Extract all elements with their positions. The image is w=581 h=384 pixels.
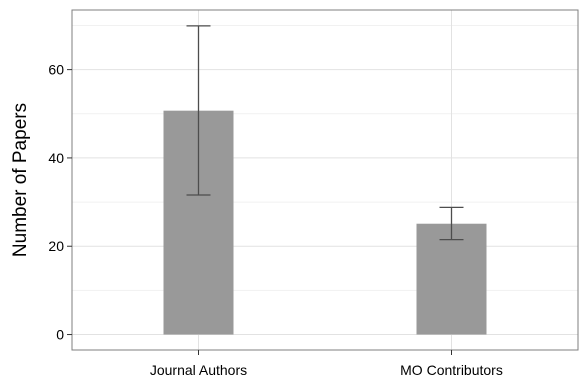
y-tick-label: 60 [48,62,64,78]
y-tick-label: 20 [48,238,64,254]
y-tick-label: 40 [48,150,64,166]
y-axis-title: Number of Papers [10,103,31,257]
error-bar [186,25,211,196]
x-tick-label: Journal Authors [150,362,247,378]
error-bar [439,206,464,241]
panel-border [71,9,579,351]
bar [416,223,487,335]
error-bars [186,25,464,241]
y-tick-label: 0 [56,327,64,343]
x-tick-label: MO Contributors [400,362,503,378]
axes: 0 20 40 60 Journal Authors MO Contributors [48,62,502,378]
